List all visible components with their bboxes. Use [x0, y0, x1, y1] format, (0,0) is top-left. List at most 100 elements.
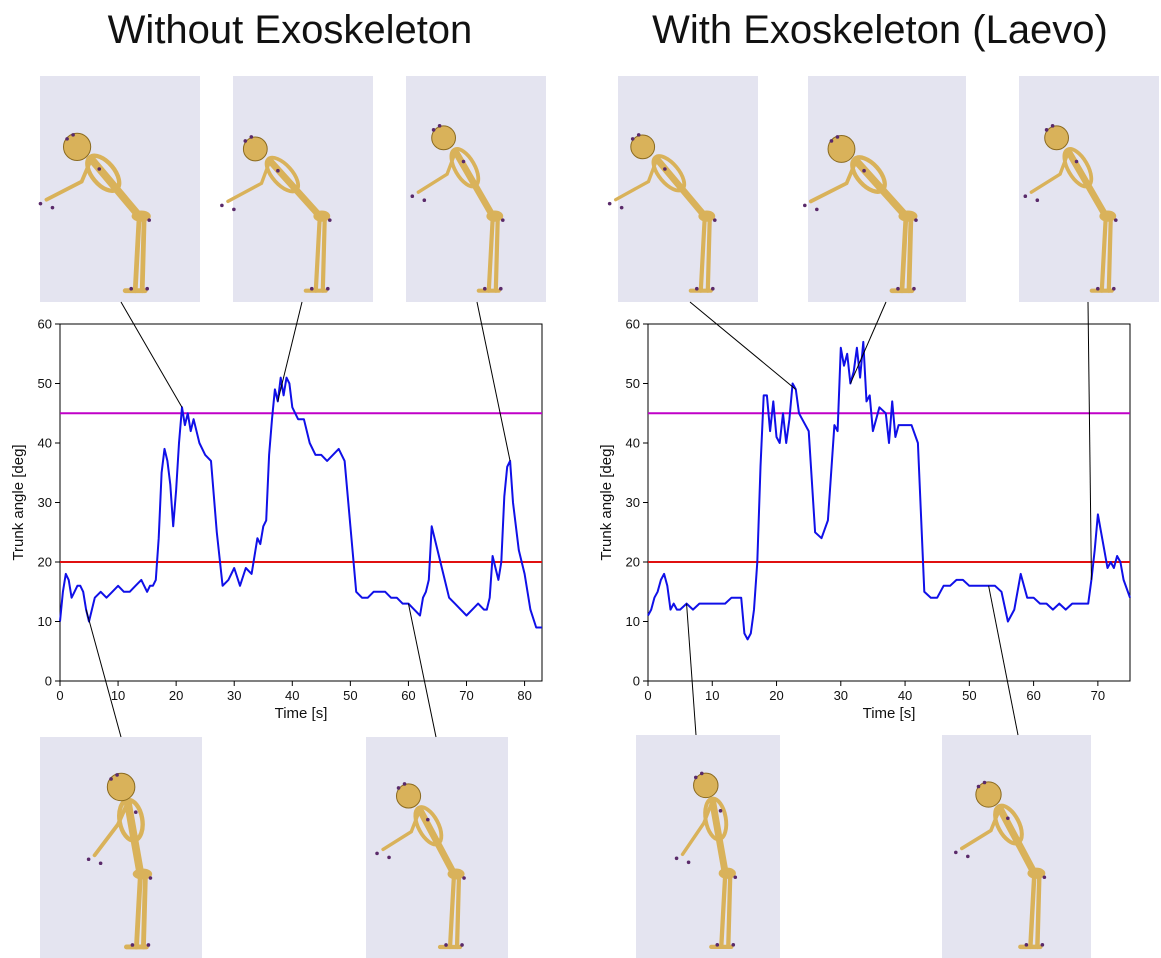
x-tick-label: 30	[227, 688, 241, 703]
ribcage	[1062, 147, 1094, 189]
callout-line	[120, 301, 183, 408]
motion-marker	[1112, 286, 1116, 291]
leg-bone	[1099, 214, 1108, 293]
motion-marker	[65, 137, 69, 141]
motion-marker	[437, 124, 442, 128]
x-tick-label: 60	[401, 688, 415, 703]
leg-bone	[1035, 871, 1042, 950]
plot-area	[647, 323, 1131, 682]
x-tick-label: 80	[517, 688, 531, 703]
trunk-angle-series	[59, 376, 542, 629]
motion-marker	[1096, 286, 1100, 291]
motion-marker	[50, 205, 55, 210]
motion-marker	[1044, 128, 1049, 132]
skull	[106, 772, 136, 802]
y-tick-label: 50	[38, 376, 52, 391]
motion-marker	[1023, 194, 1028, 199]
motion-marker	[1006, 816, 1010, 821]
ribcage	[449, 147, 481, 189]
skull	[975, 781, 1002, 808]
leg-bone	[1028, 871, 1037, 950]
trunk-angle-series	[647, 340, 1131, 641]
x-tick-label: 20	[169, 688, 183, 703]
spine-bone	[996, 804, 1038, 877]
leg-bone	[899, 213, 909, 294]
callout-line	[686, 603, 697, 736]
skeleton-pose-icon	[803, 135, 918, 294]
motion-marker	[483, 286, 487, 291]
spine-bone	[709, 797, 729, 877]
motion-marker	[243, 139, 248, 143]
motion-marker	[147, 218, 151, 222]
motion-marker	[426, 817, 430, 822]
skeleton-pose-icon	[38, 132, 151, 294]
y-tick-label: 50	[626, 376, 640, 391]
leg-bone	[134, 871, 143, 950]
motion-marker	[619, 205, 624, 210]
motion-marker	[98, 861, 103, 866]
motion-marker	[711, 286, 715, 291]
motion-marker	[130, 943, 135, 947]
leg-bone	[141, 871, 148, 950]
motion-marker	[396, 786, 401, 790]
leg-bone	[486, 214, 495, 293]
callout-line	[85, 609, 122, 738]
motion-marker	[145, 286, 149, 291]
pose-thumbnail	[40, 737, 202, 958]
motion-marker	[674, 856, 679, 861]
motion-marker	[387, 855, 391, 860]
ribcage	[85, 153, 122, 193]
callout-line	[849, 301, 887, 384]
motion-marker	[718, 808, 723, 813]
y-tick-label: 40	[626, 436, 640, 451]
motion-marker	[431, 128, 436, 132]
skull	[630, 134, 656, 160]
x-tick-label: 50	[343, 688, 357, 703]
motion-marker	[148, 876, 153, 880]
motion-marker	[460, 943, 464, 947]
leg-bone	[313, 214, 322, 293]
motion-marker	[862, 168, 866, 173]
chart-panel-right: 0 10 20 30 40 50 60 70 0 10 20 30 40 50 60 Time [s] Trun…	[598, 76, 1159, 958]
motion-marker	[410, 194, 415, 199]
motion-marker	[86, 857, 91, 862]
motion-marker	[954, 850, 958, 855]
motion-marker	[607, 201, 612, 206]
arm-bone	[92, 800, 130, 858]
motion-marker	[835, 135, 840, 139]
callout-line	[1087, 301, 1092, 580]
motion-marker	[982, 780, 987, 785]
motion-marker	[422, 198, 427, 203]
motion-marker	[699, 771, 704, 776]
x-tick-label: 20	[769, 688, 783, 703]
arm-bone	[44, 157, 94, 202]
leg-bone	[493, 214, 500, 293]
pose-thumbnail	[618, 76, 758, 302]
motion-marker	[402, 782, 407, 786]
ribcage	[651, 154, 687, 193]
skeleton-pose-icon	[410, 124, 505, 293]
skeleton-pose-icon	[220, 135, 332, 293]
x-tick-label: 0	[644, 688, 651, 703]
skeleton-pose-icon	[674, 771, 738, 950]
motion-marker	[731, 943, 736, 947]
motion-marker	[375, 851, 379, 856]
skeleton-pose-icon	[954, 780, 1047, 950]
motion-marker	[693, 775, 698, 780]
y-tick-label: 20	[38, 555, 52, 570]
leg-bone	[719, 871, 728, 950]
chart-panel-left: 0 10 20 30 40 50 60 70 80 0 10 20 30 40 50 60 Time [s] Tr…	[10, 76, 546, 958]
motion-marker	[914, 218, 918, 222]
panel-title-right: With Exoskeleton (Laevo)	[652, 8, 1108, 52]
pose-thumbnail	[636, 735, 780, 958]
ribcage	[264, 155, 301, 194]
motion-marker	[686, 860, 691, 865]
spine-bone	[1065, 148, 1110, 220]
callout-line	[476, 301, 511, 461]
y-tick-label: 0	[633, 674, 640, 689]
arm-bone	[1029, 149, 1071, 194]
motion-marker	[461, 159, 466, 164]
motion-marker	[733, 875, 738, 880]
motion-marker	[232, 207, 236, 212]
